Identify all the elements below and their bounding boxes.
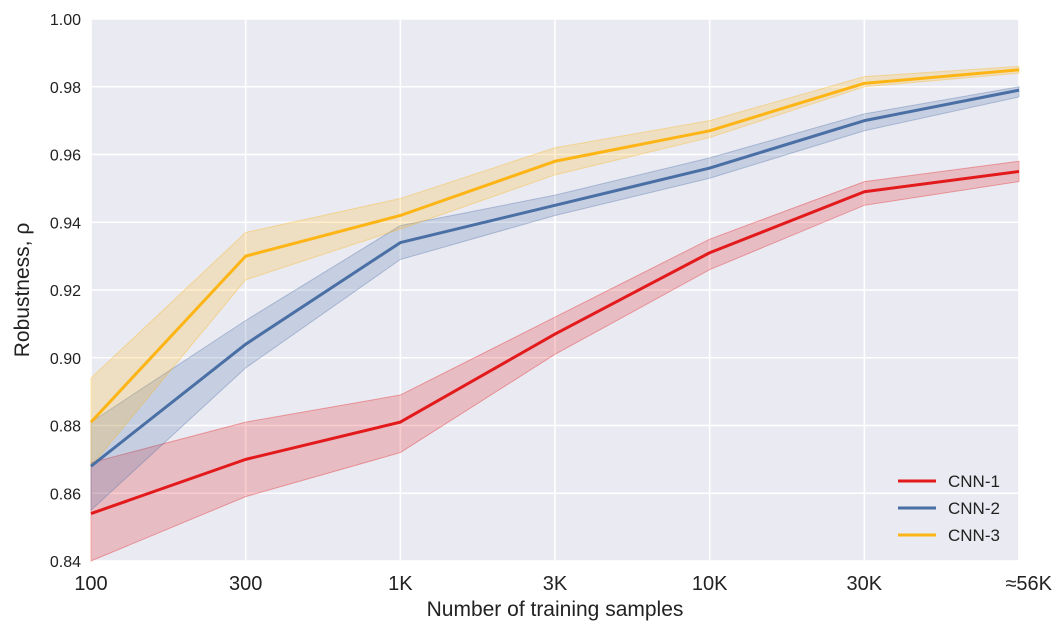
series-line-cnn-3 — [89, 68, 1020, 424]
x-axis-label: Number of training samples — [427, 598, 684, 621]
y-tick-label: 0.84 — [50, 554, 81, 571]
x-tick-label: 100 — [74, 573, 107, 595]
legend-label-cnn-3: CNN-3 — [948, 526, 1000, 545]
y-tick-label: 0.86 — [50, 486, 81, 503]
y-tick-label: 1.00 — [50, 12, 81, 29]
legend-label-cnn-1: CNN-1 — [948, 472, 1000, 491]
x-tick-label: 30K — [847, 573, 883, 595]
confidence-band-cnn-3 — [90, 65, 1020, 468]
y-axis-label: Robustness, ρ — [11, 223, 34, 358]
y-tick-label: 0.88 — [50, 419, 81, 436]
legend: CNN-1 CNN-2 CNN-3 — [898, 472, 1000, 545]
confidence-bands — [90, 65, 1020, 562]
series-line-cnn-1 — [90, 169, 1020, 515]
y-tick-label: 0.94 — [50, 215, 81, 232]
y-tick-label: 0.98 — [50, 80, 81, 97]
series-line-cnn-2 — [90, 88, 1020, 468]
y-tick-label: 0.92 — [50, 283, 81, 300]
grid-lines — [90, 18, 1020, 562]
x-tick-label: 1K — [388, 573, 413, 595]
y-tick-labels: 0.84 0.86 0.88 0.90 0.92 0.94 0.96 0.98 1.00 — [50, 12, 81, 571]
x-tick-label: ≈56K — [1005, 573, 1052, 595]
legend-label-cnn-2: CNN-2 — [948, 499, 1000, 518]
y-tick-label: 0.90 — [50, 351, 81, 368]
x-tick-label: 3K — [543, 573, 568, 595]
x-tick-labels: 100 300 1K 3K 10K 30K ≈56K — [74, 573, 1052, 595]
confidence-band-cnn-2 — [90, 86, 1020, 512]
x-tick-label: 10K — [692, 573, 728, 595]
y-tick-label: 0.96 — [50, 148, 81, 165]
series-lines — [89, 68, 1020, 515]
x-tick-label: 300 — [229, 573, 262, 595]
confidence-band-cnn-1 — [90, 160, 1020, 562]
